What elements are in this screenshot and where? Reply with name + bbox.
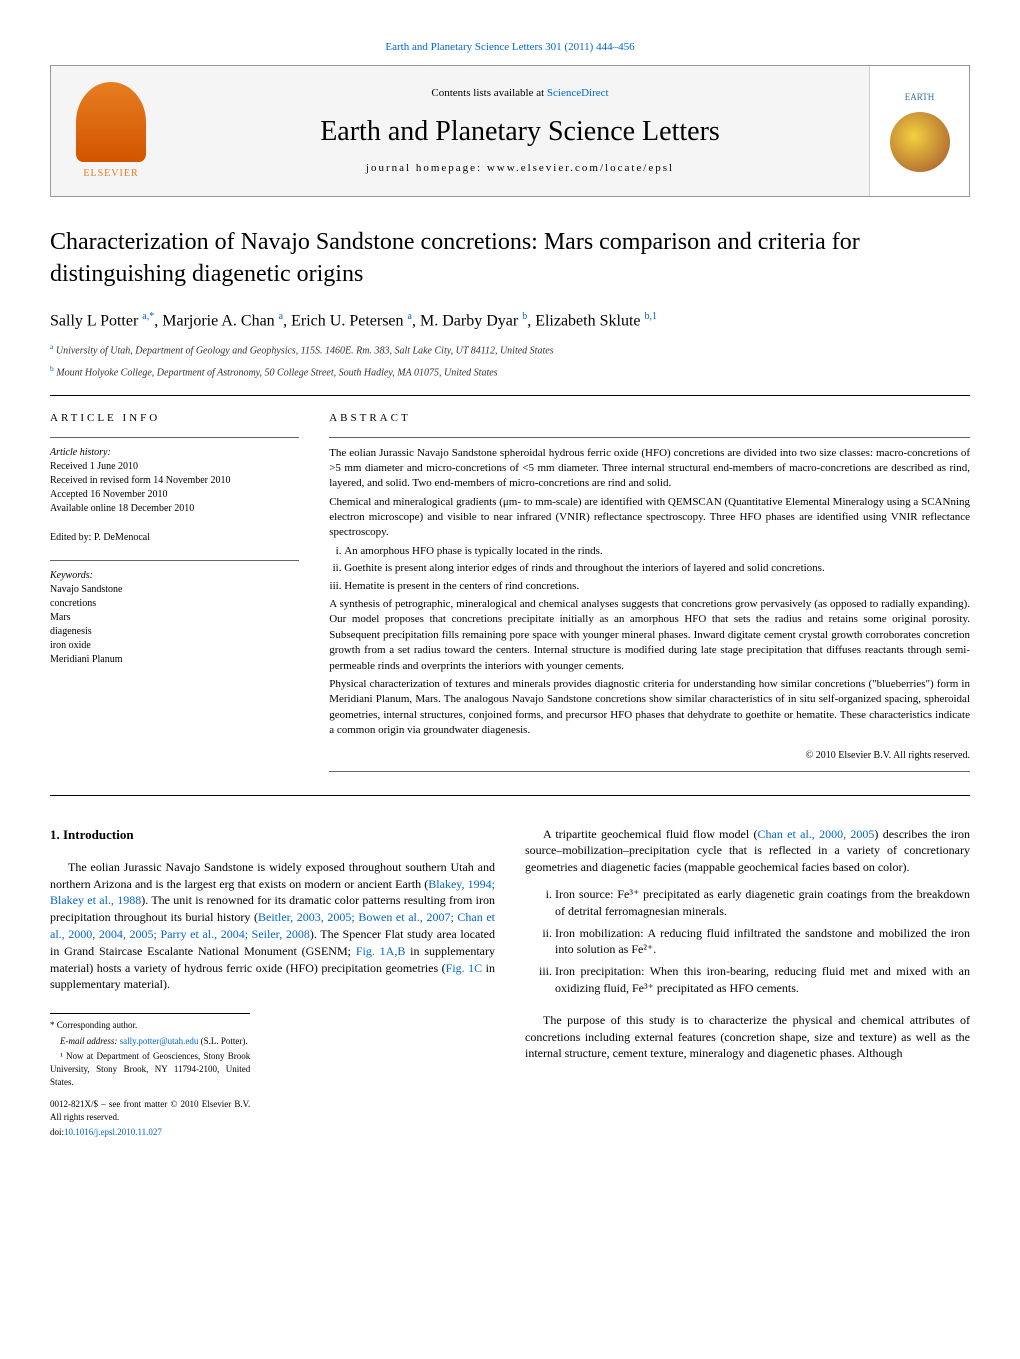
- text: A tripartite geochemical fluid flow mode…: [543, 827, 758, 841]
- article-title: Characterization of Navajo Sandstone con…: [50, 227, 970, 289]
- figure-link[interactable]: Fig. 1A,B: [356, 944, 406, 958]
- author-list: Sally L Potter a,*, Marjorie A. Chan a, …: [50, 310, 970, 333]
- list-item: Iron source: Fe³⁺ precipitated as early …: [555, 886, 970, 920]
- contents-line: Contents lists available at ScienceDirec…: [181, 86, 859, 101]
- homepage-line: journal homepage: www.elsevier.com/locat…: [181, 161, 859, 176]
- email-label: E-mail address:: [60, 1036, 120, 1046]
- keyword: iron oxide: [50, 640, 91, 651]
- footnotes: * Corresponding author. E-mail address: …: [50, 1013, 250, 1139]
- divider: [329, 771, 970, 772]
- elsevier-tree-icon: [76, 82, 146, 162]
- keywords-block: Keywords: Navajo Sandstone concretions Mar…: [50, 569, 299, 667]
- body-column-right: A tripartite geochemical fluid flow mode…: [525, 826, 970, 1142]
- history-line: Received in revised form 14 November 201…: [50, 475, 231, 486]
- abstract-p1: The eolian Jurassic Navajo Sandstone sph…: [329, 446, 970, 492]
- front-matter: 0012-821X/$ – see front matter © 2010 El…: [50, 1098, 250, 1123]
- email-line: E-mail address: sally.potter@utah.edu (S…: [50, 1035, 250, 1048]
- divider: [50, 560, 299, 561]
- homepage-url: www.elsevier.com/locate/epsl: [487, 162, 674, 174]
- abstract-p2: Chemical and mineralogical gradients (μm…: [329, 495, 970, 541]
- publisher-label: ELSEVIER: [83, 167, 138, 181]
- abstract-p3: A synthesis of petrographic, mineralogic…: [329, 597, 970, 674]
- abstract-list-item: Goethite is present along interior edges…: [344, 561, 970, 576]
- history-line: Received 1 June 2010: [50, 461, 138, 472]
- keyword: diagenesis: [50, 626, 92, 637]
- article-info-heading: ARTICLE INFO: [50, 411, 299, 426]
- corresponding-author: * Corresponding author.: [50, 1019, 250, 1032]
- divider: [50, 395, 970, 396]
- abstract-list: An amorphous HFO phase is typically loca…: [344, 544, 970, 594]
- keyword: concretions: [50, 598, 96, 609]
- journal-cover-thumb: EARTH: [869, 66, 969, 196]
- cover-label: EARTH: [905, 91, 934, 104]
- affiliation: a University of Utah, Department of Geol…: [50, 342, 970, 358]
- doi-label: doi:: [50, 1127, 64, 1137]
- affiliation: b Mount Holyoke College, Department of A…: [50, 364, 970, 380]
- email-link[interactable]: sally.potter@utah.edu: [120, 1036, 199, 1046]
- journal-banner: ELSEVIER Contents lists available at Sci…: [50, 65, 970, 197]
- section-heading-intro: 1. Introduction: [50, 826, 495, 844]
- divider: [50, 795, 970, 796]
- footnote-1: ¹ Now at Department of Geosciences, Ston…: [50, 1050, 250, 1088]
- email-post: (S.L. Potter).: [198, 1036, 247, 1046]
- keyword: Navajo Sandstone: [50, 584, 123, 595]
- tripartite-list: Iron source: Fe³⁺ precipitated as early …: [555, 886, 970, 997]
- history-line: Available online 18 December 2010: [50, 503, 194, 514]
- publisher-logo: ELSEVIER: [51, 66, 171, 196]
- col2-p2: The purpose of this study is to characte…: [525, 1012, 970, 1062]
- divider: [50, 437, 299, 438]
- cover-globe-icon: [890, 112, 950, 172]
- citation-link[interactable]: Chan et al., 2000, 2005: [758, 827, 875, 841]
- intro-p1: The eolian Jurassic Navajo Sandstone is …: [50, 859, 495, 993]
- figure-link[interactable]: Fig. 1C: [446, 961, 483, 975]
- abstract-column: ABSTRACT The eolian Jurassic Navajo Sand…: [329, 411, 970, 779]
- journal-name: Earth and Planetary Science Letters: [181, 112, 859, 151]
- history-label: Article history:: [50, 447, 111, 458]
- doi-line: doi:10.1016/j.epsl.2010.11.027: [50, 1126, 250, 1139]
- banner-center: Contents lists available at ScienceDirec…: [171, 76, 869, 186]
- divider: [329, 437, 970, 438]
- copyright-line: © 2010 Elsevier B.V. All rights reserved…: [329, 749, 970, 763]
- history-block: Article history: Received 1 June 2010 Rec…: [50, 446, 299, 516]
- abstract-list-item: An amorphous HFO phase is typically loca…: [344, 544, 970, 559]
- body-column-left: 1. Introduction The eolian Jurassic Nava…: [50, 826, 495, 1142]
- header-reference: Earth and Planetary Science Letters 301 …: [50, 40, 970, 55]
- contents-prefix: Contents lists available at: [431, 87, 546, 99]
- abstract-heading: ABSTRACT: [329, 411, 970, 426]
- keyword: Meridiani Planum: [50, 654, 123, 665]
- abstract-p4: Physical characterization of textures an…: [329, 677, 970, 739]
- list-item: Iron precipitation: When this iron-beari…: [555, 963, 970, 997]
- list-item: Iron mobilization: A reducing fluid infi…: [555, 925, 970, 959]
- doi-link[interactable]: 10.1016/j.epsl.2010.11.027: [64, 1127, 162, 1137]
- sciencedirect-link[interactable]: ScienceDirect: [547, 87, 609, 99]
- editor-line: Edited by: P. DeMenocal: [50, 531, 299, 545]
- col2-p1: A tripartite geochemical fluid flow mode…: [525, 826, 970, 876]
- keywords-label: Keywords:: [50, 570, 93, 581]
- article-info-column: ARTICLE INFO Article history: Received 1…: [50, 411, 299, 779]
- history-line: Accepted 16 November 2010: [50, 489, 167, 500]
- homepage-prefix: journal homepage:: [366, 162, 487, 174]
- abstract-list-item: Hematite is present in the centers of ri…: [344, 579, 970, 594]
- keyword: Mars: [50, 612, 71, 623]
